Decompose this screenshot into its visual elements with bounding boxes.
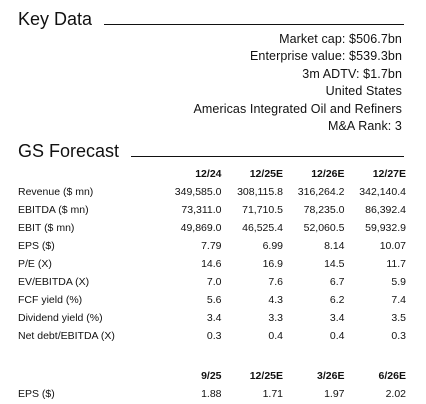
row-label: EV/EBITDA (X) [18, 276, 90, 288]
forecast-corner [18, 165, 160, 183]
adtv: 3m ADTV: $1.7bn [302, 66, 402, 81]
cell-value: 6.7 [329, 276, 345, 288]
cell-value: 5.6 [206, 294, 222, 306]
row-label: EPS ($) [18, 240, 55, 252]
cell-value: 3.3 [268, 312, 283, 324]
column-header: 12/25E [249, 370, 283, 382]
cell-value: 6.99 [262, 240, 283, 252]
gs-forecast-rule [131, 156, 404, 157]
cell-value: 7.4 [391, 294, 406, 306]
row-label: EBITDA ($ mn) [18, 204, 89, 216]
country: United States [325, 84, 402, 99]
row-label: EBIT ($ mn) [18, 222, 75, 234]
cell-value: 6.2 [329, 294, 345, 306]
ma-rank: M&A Rank: 3 [327, 119, 402, 134]
forecast-header-row: 12/24 12/25E 12/26E 12/27E [18, 165, 406, 183]
cell-value: 16.9 [262, 258, 283, 270]
column-header: 12/27E [372, 168, 406, 180]
cell-value: 73,311.0 [181, 204, 222, 216]
cell-value: 7.6 [268, 276, 283, 288]
quarterly-eps-table: 9/25 12/25E 3/26E 6/26E EPS ($) 1.88 1.7… [18, 367, 406, 403]
table-row: EV/EBITDA (X) 7.0 7.6 6.7 5.9 [18, 273, 406, 291]
cell-value: 52,060.5 [303, 222, 345, 234]
cell-value: 46,525.4 [242, 222, 283, 234]
table-row: P/E (X) 14.6 16.9 14.5 11.7 [18, 255, 406, 273]
cell-value: 59,932.9 [365, 222, 406, 234]
table-row: Dividend yield (%) 3.4 3.3 3.4 3.5 [18, 309, 406, 327]
enterprise-value: Enterprise value: $539.3bn [249, 49, 402, 64]
market-cap: Market cap: $506.7bn [279, 32, 402, 46]
cell-value: 308,115.8 [237, 186, 283, 198]
cell-value: 71,710.5 [242, 204, 283, 216]
industry: Americas Integrated Oil and Refiners [193, 101, 402, 116]
cell-value: 14.5 [324, 258, 345, 270]
cell-value: 14.6 [201, 258, 222, 270]
row-label: Dividend yield (%) [18, 312, 103, 324]
row-label: Revenue ($ mn) [18, 186, 94, 198]
cell-value: 4.3 [268, 294, 283, 306]
row-label: FCF yield (%) [18, 294, 83, 306]
key-data-title: Key Data [18, 9, 93, 29]
column-header: 12/25E [249, 168, 283, 180]
column-header: 12/24 [195, 168, 222, 180]
gs-forecast-title: GS Forecast [18, 141, 120, 161]
column-header: 3/26E [317, 370, 345, 382]
column-header: 6/26E [378, 370, 406, 382]
cell-value: 316,264.2 [297, 186, 345, 198]
quarterly-header-row: 9/25 12/25E 3/26E 6/26E [18, 367, 406, 385]
gs-forecast-header: GS Forecast [18, 141, 404, 161]
cell-value: 7.79 [201, 240, 222, 252]
key-data-list: Market cap: $506.7bn Enterprise value: $… [193, 31, 402, 135]
cell-value: 1.88 [201, 388, 222, 400]
table-row: EPS ($) 1.88 1.71 1.97 2.02 [18, 385, 406, 403]
table-row: EPS ($) 7.79 6.99 8.14 10.07 [18, 237, 406, 255]
table-row: FCF yield (%) 5.6 4.3 6.2 7.4 [18, 291, 406, 309]
key-data-rule [104, 24, 404, 25]
table-row: Revenue ($ mn) 349,585.0 308,115.8 316,2… [18, 183, 406, 201]
forecast-table: 12/24 12/25E 12/26E 12/27E Revenue ($ mn… [18, 165, 406, 345]
cell-value: 10.07 [379, 240, 406, 252]
cell-value: 86,392.4 [365, 204, 406, 216]
cell-value: 2.02 [385, 388, 406, 400]
row-label: P/E (X) [18, 258, 52, 270]
cell-value: 3.4 [329, 312, 345, 324]
cell-value: 5.9 [391, 276, 406, 288]
column-header: 9/25 [201, 370, 222, 382]
cell-value: 0.4 [329, 330, 345, 342]
cell-value: 0.4 [268, 330, 283, 342]
table-row: EBIT ($ mn) 49,869.0 46,525.4 52,060.5 5… [18, 219, 406, 237]
cell-value: 49,869.0 [180, 222, 222, 234]
cell-value: 1.97 [324, 388, 345, 400]
cell-value: 8.14 [324, 240, 345, 252]
cell-value: 11.7 [386, 258, 406, 270]
cell-value: 342,140.4 [359, 186, 406, 198]
cell-value: 0.3 [206, 330, 222, 342]
row-label: Net debt/EBITDA (X) [18, 330, 115, 342]
cell-value: 78,235.0 [303, 204, 345, 216]
row-label: EPS ($) [18, 388, 55, 400]
column-header: 12/26E [311, 168, 345, 180]
cell-value: 3.5 [391, 312, 406, 324]
cell-value: 3.4 [206, 312, 222, 324]
cell-value: 349,585.0 [174, 186, 222, 198]
table-row: EBITDA ($ mn) 73,311.0 71,710.5 78,235.0… [18, 201, 406, 219]
cell-value: 1.71 [262, 388, 283, 400]
table-row: Net debt/EBITDA (X) 0.3 0.4 0.4 0.3 [18, 327, 406, 345]
key-data-header: Key Data [18, 9, 404, 29]
cell-value: 7.0 [206, 276, 222, 288]
cell-value: 0.3 [391, 330, 406, 342]
quarterly-corner [18, 367, 160, 385]
